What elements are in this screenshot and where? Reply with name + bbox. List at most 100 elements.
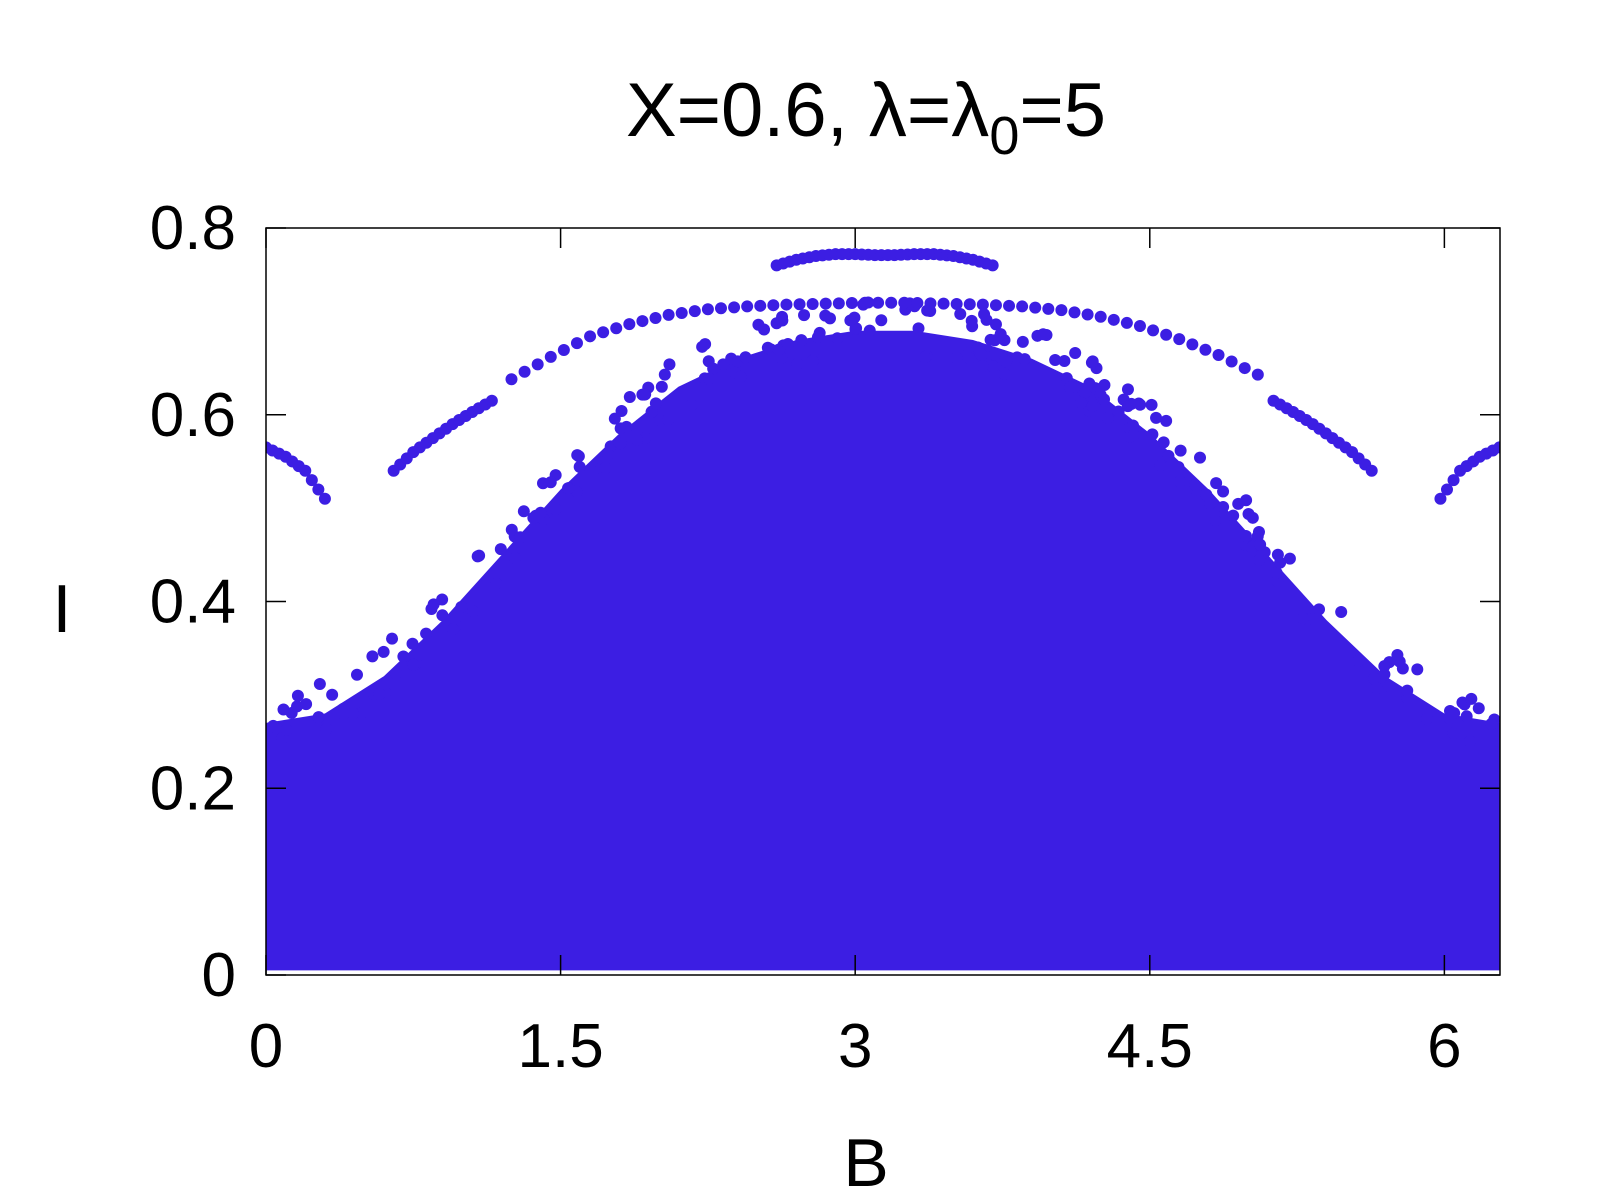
scatter-point (1283, 552, 1296, 565)
scatter-point (963, 298, 976, 311)
scatter-point (912, 322, 925, 335)
scatter-point (1081, 308, 1094, 321)
scatter-point (518, 365, 531, 378)
scatter-point (531, 358, 544, 371)
scatter-point (739, 351, 752, 364)
scatter-point (1150, 411, 1163, 424)
scatter-point (1246, 511, 1259, 524)
scatter-point (663, 358, 676, 371)
scatter-point (688, 305, 701, 318)
scatter-point (1297, 612, 1310, 625)
scatter-point (1493, 441, 1500, 454)
scatter-point (844, 314, 857, 327)
scatter-point (1420, 712, 1433, 725)
scatter-point (1127, 428, 1140, 441)
scatter-point (490, 577, 503, 590)
scatter-point (1098, 393, 1111, 406)
x-tick-label: 4.5 (1107, 1012, 1193, 1081)
scatter-point (623, 390, 636, 403)
scatter-point (614, 437, 627, 450)
scatter-point (950, 351, 963, 364)
scatter-point (494, 543, 507, 556)
scatter-point (707, 362, 720, 375)
scatter-point (845, 297, 858, 310)
scatter-point (549, 503, 562, 516)
scatter-point (1042, 302, 1055, 315)
scatter-point (859, 296, 872, 309)
scatter-point (291, 689, 304, 702)
scatter-point (1204, 497, 1217, 510)
scatter-point (1098, 379, 1111, 392)
scatter-point (994, 328, 1007, 341)
scatter-point (767, 299, 780, 312)
scatter-point (447, 623, 460, 636)
scatter-point (406, 637, 419, 650)
scatter-point (1370, 682, 1383, 695)
scatter-point (1112, 405, 1125, 418)
scatter-point (819, 297, 832, 310)
scatter-point (1194, 451, 1207, 464)
scatter-point (1055, 304, 1068, 317)
scatter-point (1029, 301, 1042, 314)
scatter-point (509, 552, 522, 565)
x-tick-label: 6 (1427, 1012, 1461, 1081)
scatter-point (1146, 428, 1159, 441)
scatter-point (1227, 509, 1240, 522)
scatter-point (425, 602, 438, 615)
scatter-point (337, 708, 350, 721)
scatter-point (1199, 343, 1212, 356)
scatter-point (954, 307, 967, 320)
scatter-point (989, 299, 1002, 312)
chart-title: X=0.6, λ=λ0=5 (626, 68, 1106, 166)
scatter-point (390, 667, 403, 680)
scatter-point (1127, 419, 1139, 432)
scatter-point (602, 448, 615, 461)
scatter-point (918, 351, 931, 364)
scatter-point (1016, 335, 1029, 348)
scatter-point (1083, 377, 1096, 390)
scatter-point (806, 297, 819, 310)
scatter-point (277, 703, 290, 716)
scatter-point (965, 314, 978, 327)
scatter-point (998, 367, 1011, 380)
scatter-point (1162, 449, 1175, 462)
data-points (266, 248, 1500, 971)
scatter-point (1352, 654, 1365, 667)
scatter-point (761, 341, 774, 354)
scatter-point (1274, 556, 1287, 569)
scatter-point (610, 322, 623, 335)
scatter-point (544, 476, 557, 489)
scatter-point (562, 482, 575, 495)
scatter-point (1335, 606, 1348, 619)
scatter-point (1232, 497, 1245, 510)
scatter-point (377, 645, 390, 658)
scatter-point (649, 397, 662, 410)
scatter-point (615, 404, 628, 417)
chart-title-subscript: 0 (989, 106, 1019, 166)
scatter-point (655, 380, 668, 393)
scatter-point (1209, 514, 1222, 527)
scatter-point (950, 297, 963, 310)
scatter-point (937, 297, 950, 310)
scatter-point (1382, 680, 1395, 693)
scatter-point (300, 698, 313, 711)
scatter-point (1472, 702, 1485, 715)
scatter-point (728, 301, 741, 314)
scatter-point (976, 360, 989, 373)
scatter-point (573, 460, 586, 473)
y-axis-label: I (53, 571, 72, 647)
scatter-point (1037, 328, 1050, 341)
scatter-point (824, 312, 837, 325)
scatter-point (485, 394, 498, 407)
scatter-point (1133, 320, 1146, 333)
scatter-point (734, 370, 747, 383)
scatter-point (1120, 316, 1133, 329)
scatter-point (1378, 668, 1391, 681)
scatter-point (988, 348, 1001, 361)
scatter-point (436, 609, 449, 622)
scatter-point (741, 300, 754, 313)
scatter-point (1411, 663, 1424, 676)
x-tick-label: 3 (838, 1012, 872, 1081)
scatter-point (1134, 398, 1147, 411)
scatter-point (795, 334, 808, 347)
